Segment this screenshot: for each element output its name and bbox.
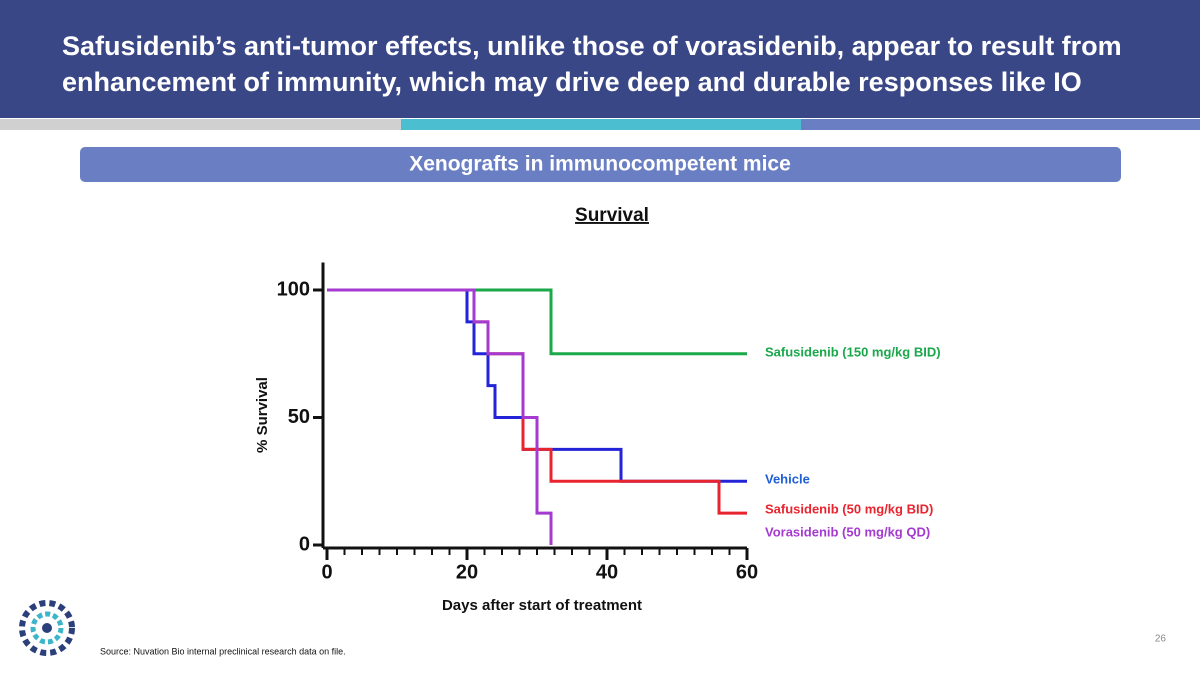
y-tick-label: 50 [288,406,310,428]
page-number: 26 [1155,634,1167,645]
banner [80,147,1121,182]
x-tick-label: 0 [321,561,332,583]
stripe [401,119,801,130]
y-tick-label: 0 [299,533,310,555]
banner-text: Xenografts in immunocompetent mice [409,153,791,176]
x-tick-label: 20 [456,561,478,583]
x-axis-label: Days after start of treatment [442,597,642,614]
chart-title: Survival [575,205,649,226]
y-axis-label: % Survival [254,377,271,453]
legend-label: Safusidenib (50 mg/kg BID) [765,501,933,516]
x-tick-label: 60 [736,561,758,583]
legend-label: Vehicle [765,471,810,486]
survival-curve [327,288,747,483]
stripe [801,119,1200,130]
header-bar [0,0,1200,118]
y-tick-label: 100 [277,278,310,300]
slide-title: Safusidenib’s anti-tumor effects, unlike… [62,31,1122,97]
source-note: Source: Nuvation Bio internal preclinica… [100,646,346,656]
legend-label: Vorasidenib (50 mg/kg QD) [765,524,930,539]
x-tick-label: 40 [596,561,618,583]
logo [19,600,75,656]
survival-curve [327,288,747,356]
stripe [0,119,401,130]
legend-label: Safusidenib (150 mg/kg BID) [765,344,941,359]
survival-curve [327,288,553,545]
